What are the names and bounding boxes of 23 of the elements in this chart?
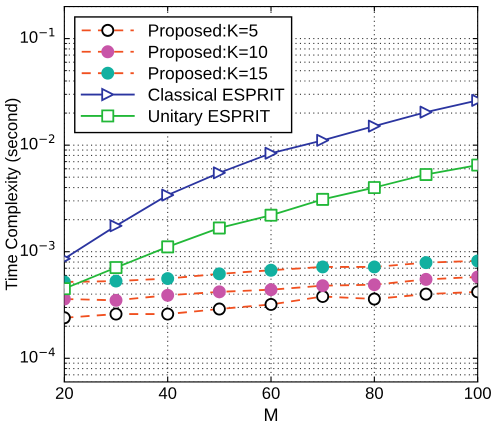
legend-label: Proposed:K=10 xyxy=(149,45,268,62)
legend-label: Unitary ESPRIT xyxy=(149,109,270,126)
x-tick-label: 80 xyxy=(366,387,383,400)
x-tick-label: 60 xyxy=(262,387,280,400)
y-tick-label: 10$^{−4}$ xyxy=(20,348,55,363)
point xyxy=(212,166,226,180)
y-axis-title: Time Complexity (second) xyxy=(5,98,21,290)
y-tick-label: 10$^{−2}$ xyxy=(20,134,54,150)
point xyxy=(420,106,432,119)
y-tick-label: 10$^{−1}$ xyxy=(20,28,54,43)
y-tick-label: 10$^{−3}$ xyxy=(20,240,55,256)
legend-label: Proposed:K=5 xyxy=(149,24,258,40)
x-axis-title: M xyxy=(264,408,278,421)
point xyxy=(264,146,278,160)
point xyxy=(110,219,122,232)
point xyxy=(316,134,330,147)
legend-label: Classical ESPRIT xyxy=(148,88,284,101)
legend-label: Proposed:K=15 xyxy=(149,66,268,83)
x-tick-label: 40 xyxy=(158,387,176,400)
x-tick-label: 20 xyxy=(56,387,73,400)
point xyxy=(368,120,381,133)
point xyxy=(161,188,174,202)
x-tick-label: 100 xyxy=(465,387,491,400)
